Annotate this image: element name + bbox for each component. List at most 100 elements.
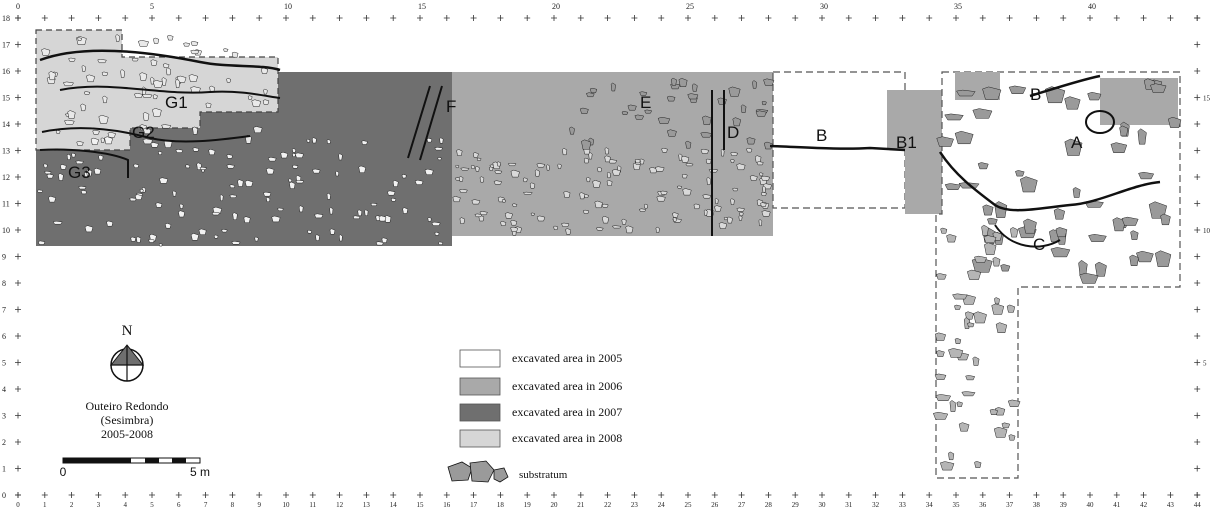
axis-bottom-label: 0 (16, 501, 20, 509)
stone (1064, 96, 1081, 110)
stone (298, 205, 304, 213)
axis-bottom-label: 39 (1060, 501, 1068, 509)
wall-c (938, 151, 1161, 212)
grid-cross (1033, 15, 1040, 21)
stone (536, 215, 546, 222)
stone (939, 461, 955, 471)
stone (263, 191, 272, 197)
grid-cross (15, 253, 21, 260)
stone (597, 167, 603, 173)
area-labels: G1 G2 G3 F E D B B1 B A C (68, 85, 1083, 254)
grid-cross (979, 492, 986, 498)
stone (231, 51, 239, 58)
axis-bottom-label: 36 (979, 501, 987, 509)
stone (311, 137, 317, 144)
axis-right-label: 15 (1203, 95, 1211, 103)
area-label-a: A (1071, 133, 1083, 152)
grid-cross (15, 359, 21, 366)
axis-bottom-label: 9 (257, 501, 261, 509)
stone (666, 129, 677, 137)
stone (1130, 230, 1139, 240)
axis-bottom-label: 19 (524, 501, 532, 509)
axis-left-label: 17 (2, 41, 10, 50)
grid-cross (1194, 359, 1201, 366)
stone (1160, 213, 1171, 226)
stone (565, 228, 572, 235)
stone (76, 141, 84, 146)
stone (262, 99, 270, 105)
grid-cross (1194, 94, 1201, 101)
stone (1150, 83, 1167, 93)
area-2006-b1 (887, 90, 942, 214)
stone (80, 190, 88, 195)
stone (338, 153, 343, 161)
stone (83, 91, 91, 95)
stone (761, 210, 771, 217)
grid-cross (872, 492, 879, 498)
scale-bar-segment-2 (145, 458, 159, 463)
stone (730, 159, 735, 163)
stone (1119, 125, 1129, 137)
stone (995, 322, 1008, 333)
stone (644, 109, 653, 114)
stone (720, 148, 725, 157)
stone (1110, 142, 1128, 153)
grid-cross (68, 15, 75, 21)
grid-cross (711, 492, 718, 498)
grid-cross (15, 200, 21, 207)
stone (226, 154, 234, 159)
grid-cross (926, 492, 933, 498)
stone (175, 78, 180, 88)
grid-cross (41, 15, 48, 21)
stone (586, 177, 591, 183)
grid-cross (899, 15, 906, 21)
stone (314, 213, 324, 219)
stone (954, 304, 962, 310)
wall-g3 (39, 148, 129, 178)
grid-cross (1140, 492, 1147, 498)
stone (755, 110, 767, 117)
stone (434, 147, 444, 151)
stone (312, 168, 321, 174)
stone (288, 178, 293, 183)
stone (97, 59, 107, 64)
stone (437, 157, 442, 161)
stone (199, 166, 207, 170)
stone (522, 177, 528, 183)
stone (48, 196, 57, 203)
grid-cross (1194, 333, 1201, 339)
stone (75, 160, 84, 165)
stone (213, 234, 219, 239)
stone (364, 209, 369, 216)
stone (932, 411, 949, 420)
stone (178, 210, 185, 218)
stone (972, 108, 993, 119)
grid-cross (1140, 15, 1147, 21)
stone (656, 195, 666, 202)
grid-cross (470, 492, 477, 498)
stone (60, 164, 67, 170)
grid-cross (202, 15, 209, 21)
wall-b (769, 144, 906, 152)
stone (706, 177, 711, 185)
stone (974, 255, 988, 263)
stone (357, 209, 363, 216)
stone (989, 408, 998, 415)
stone (961, 391, 976, 397)
stone (700, 148, 710, 154)
stone (424, 168, 434, 175)
stone (702, 194, 712, 199)
wall-d (711, 90, 725, 236)
stone (627, 104, 637, 111)
stone (326, 192, 331, 200)
grid-cross (658, 492, 665, 498)
stone (98, 154, 104, 161)
axis-top-label: 0 (16, 2, 20, 11)
axis-bottom-label: 6 (177, 501, 181, 509)
stone (130, 236, 137, 242)
stone (606, 180, 613, 186)
stone (44, 170, 52, 175)
stone (104, 136, 113, 145)
stone (752, 80, 757, 89)
stone (226, 164, 235, 169)
